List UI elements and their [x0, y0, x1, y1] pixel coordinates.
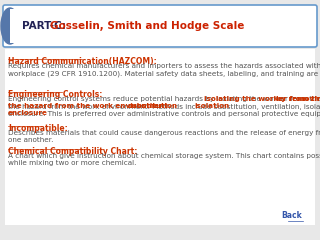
Text: isolation: isolation	[194, 103, 229, 109]
Text: Gosselin, Smith and Hodge Scale: Gosselin, Smith and Hodge Scale	[50, 21, 244, 31]
Text: the hazard from the work environment: the hazard from the work environment	[8, 103, 168, 109]
Text: by removing: by removing	[276, 96, 320, 102]
Text: Engineering Controls:: Engineering Controls:	[8, 90, 102, 99]
FancyBboxPatch shape	[5, 49, 315, 225]
Text: enclosure: enclosure	[8, 110, 48, 116]
Text: A chart which give instruction about chemical storage system. This chart contain: A chart which give instruction about che…	[8, 153, 320, 167]
Text: Hazard Communication(HAZCOM):: Hazard Communication(HAZCOM):	[8, 57, 157, 66]
Text: Back: Back	[281, 211, 302, 220]
Text: Chemical Compatibility Chart:: Chemical Compatibility Chart:	[8, 147, 137, 156]
Text: Requires chemical manufacturers and importers to assess the hazards associated w: Requires chemical manufacturers and impo…	[8, 63, 320, 77]
Text: Describes materials that could cause dangerous reactions and the release of ener: Describes materials that could cause dan…	[8, 130, 320, 144]
Text: isolating the worker from the hazard: isolating the worker from the hazard	[204, 96, 320, 102]
FancyBboxPatch shape	[3, 5, 317, 47]
Ellipse shape	[1, 8, 19, 44]
FancyBboxPatch shape	[10, 9, 20, 43]
Text: PART-C:: PART-C:	[22, 21, 73, 31]
Text: Incompatible:: Incompatible:	[8, 124, 68, 133]
Text: Engineering control systems reduce potential hazards by isolating the worker fro: Engineering control systems reduce poten…	[8, 96, 320, 117]
Text: substitution: substitution	[128, 103, 178, 109]
